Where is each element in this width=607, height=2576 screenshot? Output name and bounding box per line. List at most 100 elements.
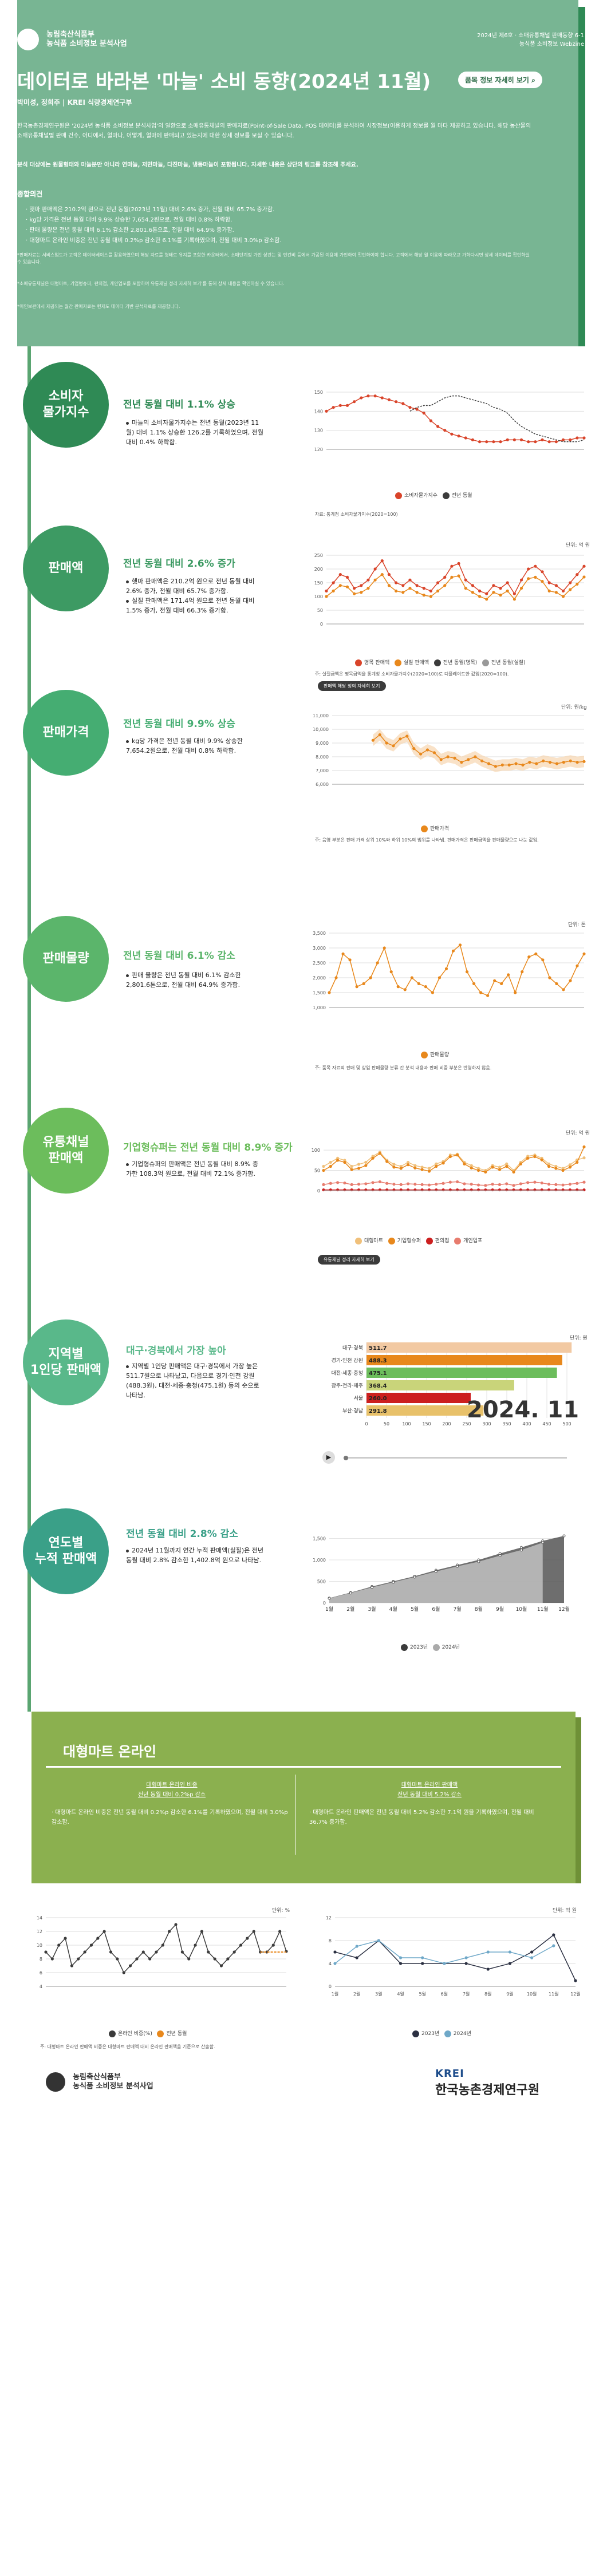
data-point [333, 1962, 337, 1965]
data-point [436, 425, 440, 428]
x-tick-label: 0 [365, 1421, 368, 1427]
data-point [325, 589, 328, 592]
data-point [582, 564, 586, 568]
data-point [470, 1164, 473, 1167]
cumulative-circle-label: 연도별 누적 판매액 [34, 1536, 97, 1566]
play-button[interactable]: ▶ [322, 1451, 335, 1464]
data-point [492, 591, 495, 594]
data-point [450, 564, 454, 568]
legend-label: 전년 동월 [451, 493, 472, 499]
data-point [464, 587, 467, 590]
data-point [446, 755, 450, 758]
region-text: 지역별 1인당 판매액은 대구·경북에서 가장 높은 511.7원으로 나타났고… [126, 1361, 263, 1400]
data-point [541, 580, 544, 583]
x-tick-label: 6월 [441, 1991, 448, 1997]
cumulative-legend: 2023년 2024년 [401, 1643, 460, 1651]
data-point [395, 589, 398, 592]
sales-text-1: 햇마 판매액은 210.2억 원으로 전년 동월 대비 2.6% 증가, 전월 … [126, 578, 255, 595]
data-point [562, 761, 565, 764]
online-right-legend: 2023년 2024년 [412, 2029, 471, 2037]
region-title: 대구·경북에서 가장 높아 [126, 1345, 226, 1357]
data-point [103, 1930, 106, 1933]
krei-logo: KREI 한국농촌경제연구원 [435, 2068, 539, 2098]
y-tick-label: 150 [314, 390, 323, 395]
data-point [57, 1943, 61, 1947]
data-point [484, 1170, 487, 1174]
data-point [450, 432, 454, 436]
region-circle-label: 지역별 1인당 판매액 [30, 1347, 102, 1377]
online-left-head2: 전년 동월 대비 0.2%p 감소 [137, 1792, 206, 1798]
data-point [322, 1183, 325, 1186]
online-left-text: · 대형마트 온라인 비중은 전년 동월 대비 0.2%p 감소한 6.1%를 … [52, 1809, 288, 1826]
x-tick-label: 2월 [353, 1991, 360, 1997]
data-point [443, 1962, 446, 1965]
data-point [555, 762, 559, 765]
channel-info-button[interactable]: 유통채널 정리 자세히 보기 [318, 1255, 380, 1265]
y-tick-label: 11,000 [313, 713, 329, 718]
data-point [541, 438, 544, 441]
data-point [569, 588, 572, 591]
data-point [366, 578, 370, 582]
data-point [435, 1162, 438, 1165]
data-point [371, 1181, 375, 1184]
series-line [323, 1151, 585, 1171]
region-value: 291.8 [369, 1408, 387, 1415]
region-text-body: 지역별 1인당 판매액은 대구·경북에서 가장 높은 511.7원으로 나타났고… [126, 1362, 259, 1399]
data-point [547, 440, 551, 444]
data-point [377, 1939, 380, 1942]
data-point [122, 1971, 125, 1974]
x-tick-label: 7월 [454, 1606, 462, 1613]
data-point [464, 578, 467, 582]
legend-dot-icon [442, 492, 450, 499]
y-tick-label: 10 [37, 1943, 42, 1948]
series-line [323, 1181, 585, 1186]
region-bar [366, 1393, 471, 1403]
y-tick-label: 9,000 [316, 741, 329, 746]
cumulative-circle: 연도별 누적 판매액 [23, 1508, 109, 1594]
data-point [239, 1943, 243, 1947]
data-point [350, 1168, 353, 1171]
data-point [457, 574, 460, 578]
data-point [399, 737, 402, 741]
legend-dot-icon [433, 659, 441, 666]
data-point [456, 1153, 459, 1157]
data-point [582, 1180, 586, 1184]
data-point [464, 1956, 468, 1959]
data-point [207, 1950, 210, 1954]
y-tick-label: 12 [326, 1915, 332, 1921]
data-point [492, 440, 495, 444]
legend-dot-icon [454, 1237, 462, 1244]
data-point [427, 1170, 431, 1173]
x-tick-label: 50 [384, 1421, 389, 1427]
data-point [420, 1165, 424, 1169]
data-point [534, 952, 538, 955]
sales-info-button[interactable]: 판매액 해당 정의 자세히 보기 [318, 681, 386, 691]
data-point [415, 584, 419, 587]
item-info-label: 품목 정보 자세히 보기 [465, 76, 529, 84]
data-point [410, 976, 413, 979]
org-line2: 농식품 소비정보 분석사업 [46, 39, 127, 48]
legend-label: 명목 판매액 [364, 660, 390, 666]
data-point [519, 1162, 522, 1165]
data-point [50, 1957, 54, 1961]
timeline-bar [27, 346, 31, 1712]
data-point [338, 404, 342, 407]
data-point [161, 1943, 164, 1947]
y-tick-label: 100 [312, 1148, 320, 1153]
data-point [420, 1183, 424, 1186]
data-point [561, 438, 565, 441]
slider-handle[interactable] [344, 1456, 348, 1460]
item-info-button[interactable]: 품목 정보 자세히 보기 ⌕ [458, 72, 542, 88]
x-tick-label: 9월 [496, 1606, 504, 1613]
online-panel [31, 1712, 581, 1883]
y-tick-label: 50 [314, 1168, 320, 1174]
volume-unit: 단위: 톤 [568, 922, 586, 928]
x-tick-label: 3월 [375, 1991, 382, 1997]
data-point [366, 587, 370, 590]
timeline-slider[interactable] [344, 1456, 567, 1460]
volume-title: 전년 동월 대비 6.1% 감소 [123, 950, 235, 962]
legend-label: 소비자물가지수 [404, 493, 437, 499]
x-tick-label: 1월 [325, 1606, 333, 1613]
data-point [493, 979, 496, 982]
sales-circle: 판매액 [23, 526, 109, 611]
